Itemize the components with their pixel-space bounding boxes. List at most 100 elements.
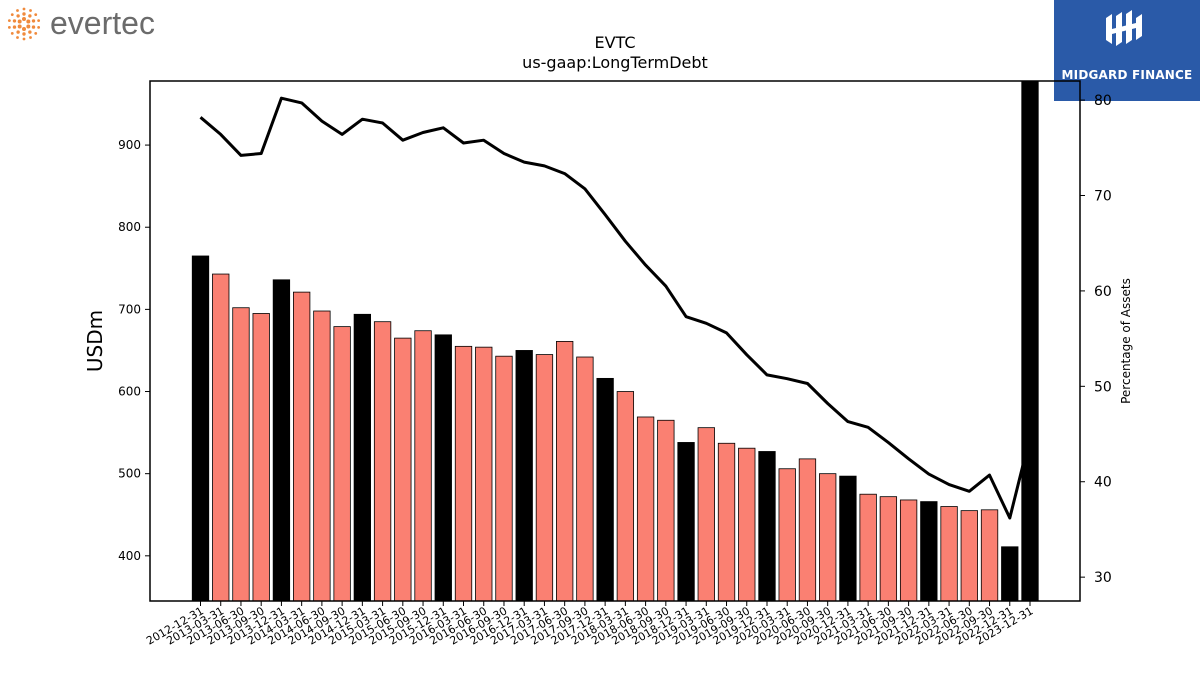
bar — [778, 468, 796, 602]
bar — [636, 416, 655, 602]
y-tick-label: 400 — [118, 549, 141, 563]
bar — [879, 496, 898, 602]
y-tick-label: 800 — [118, 220, 141, 234]
evertec-logo: evertec — [4, 4, 194, 44]
bar — [212, 273, 230, 602]
logo-dot — [37, 25, 41, 29]
bar — [414, 330, 432, 602]
evertec-logo-graphic: evertec — [7, 5, 155, 41]
bar — [859, 493, 877, 602]
logo-dot — [29, 9, 32, 12]
logo-dot — [31, 25, 36, 29]
line-series — [199, 96, 1032, 520]
evertec-dots-icon — [7, 7, 41, 41]
bar — [515, 350, 533, 602]
bar — [353, 313, 372, 602]
logo-dot — [22, 7, 26, 11]
y2-tick-label: 70 — [1094, 188, 1112, 204]
bar — [191, 255, 210, 602]
logo-dot — [34, 13, 38, 17]
logo-dot — [28, 14, 32, 18]
bar — [495, 355, 513, 602]
midgard-finance-logo: MIDGARD FINANCE — [1054, 0, 1200, 101]
y-tick-label: 600 — [118, 385, 141, 399]
logo-dot — [31, 19, 36, 23]
logo-dot — [22, 12, 26, 16]
bar — [920, 501, 938, 602]
logo-dot — [16, 14, 20, 18]
bar — [1021, 80, 1039, 602]
bar — [657, 419, 675, 602]
logo-dot — [26, 19, 31, 24]
bar — [899, 499, 918, 602]
logo-dot — [22, 27, 26, 31]
logo-dot — [10, 13, 14, 17]
logo-dot — [22, 32, 26, 36]
logo-dot — [22, 17, 26, 21]
logo-dot — [16, 36, 19, 39]
logo-dot — [29, 36, 32, 39]
bar — [272, 279, 291, 602]
logo-dot — [7, 19, 11, 23]
y2-tick-label: 80 — [1094, 93, 1112, 109]
bar — [434, 334, 452, 602]
logo-dot — [17, 19, 22, 24]
bar — [576, 356, 594, 602]
logo-dot — [12, 19, 17, 23]
logo-dot — [12, 25, 17, 29]
logo-dot — [16, 30, 20, 34]
bar — [697, 427, 715, 602]
bar — [475, 346, 493, 602]
bar — [717, 442, 736, 602]
bar — [454, 345, 473, 602]
bar — [677, 442, 695, 602]
bar — [758, 451, 776, 602]
y2-tick-label: 30 — [1094, 570, 1112, 586]
logo-dot — [10, 31, 14, 35]
bar — [980, 509, 999, 602]
chart-subtitle: us-gaap:LongTermDebt — [522, 53, 708, 72]
logo-dot — [17, 24, 22, 29]
bar — [596, 377, 614, 602]
bar — [616, 391, 635, 602]
bar — [940, 506, 958, 602]
logo-dot — [22, 37, 26, 41]
bar — [333, 326, 351, 602]
bar — [293, 291, 311, 602]
y-tick-label: 900 — [118, 138, 141, 152]
y2-tick-label: 60 — [1094, 284, 1112, 300]
evertec-logo-text: evertec — [50, 5, 155, 41]
logo-dot — [37, 19, 41, 23]
logo-dot — [16, 9, 19, 12]
plot-frame — [149, 80, 1081, 602]
y-tick-label: 500 — [118, 467, 141, 481]
bar — [252, 313, 270, 602]
bar — [373, 321, 392, 602]
bar — [819, 473, 837, 602]
logo-dot — [34, 31, 38, 35]
bar — [556, 341, 574, 602]
bar — [394, 337, 412, 602]
y-tick-label: 700 — [118, 302, 141, 316]
bar — [839, 475, 857, 602]
logo-dot — [7, 25, 11, 29]
midgard-finance-name: MIDGARD FINANCE — [1061, 68, 1193, 82]
percentage-of-assets-line — [199, 96, 1032, 520]
bar — [313, 310, 331, 602]
bar — [738, 447, 756, 602]
y2-tick-label: 50 — [1094, 379, 1112, 395]
bar — [960, 510, 978, 602]
x-axis: 2012-12-312013-03-312013-06-302013-09-30… — [144, 601, 1036, 648]
bar-series — [191, 80, 1039, 602]
y2-tick-label: 40 — [1094, 475, 1112, 491]
chart-title: EVTC — [594, 33, 635, 52]
y-axis-left: 400 500 600 700 800 900 — [118, 138, 150, 563]
y-axis-label-left: USDm — [83, 310, 107, 372]
midgard-mark-icon — [1106, 10, 1142, 46]
logo-dot — [26, 24, 31, 29]
bar — [798, 458, 817, 602]
y-axis-right: 30 40 50 60 70 80 — [1080, 93, 1112, 586]
bar — [1001, 546, 1019, 602]
bar — [535, 354, 554, 602]
